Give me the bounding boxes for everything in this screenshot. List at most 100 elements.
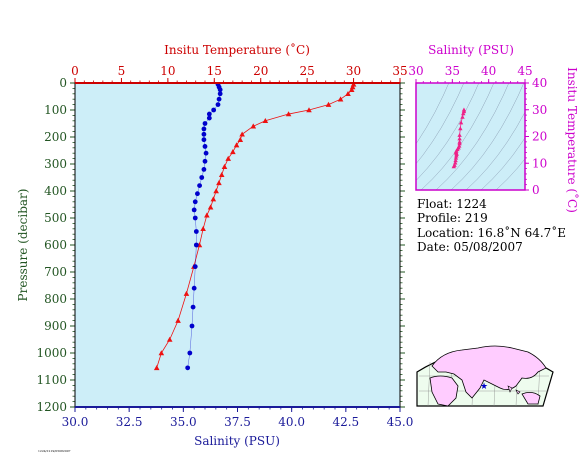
salinity-point <box>217 91 223 97</box>
pressure-tick-label: 1200 <box>36 400 67 414</box>
temperature-point <box>337 96 344 102</box>
ts-temperature-tick-label: 30 <box>532 103 547 117</box>
salinity-point <box>215 102 221 107</box>
ts-point <box>460 114 465 119</box>
salinity-point <box>201 131 207 137</box>
salinity-point <box>192 264 198 269</box>
ts-point <box>461 111 466 116</box>
float-info: Float: 1224 Profile: 219 Location: 16.8˚… <box>417 197 566 254</box>
salinity-point <box>216 96 222 102</box>
pressure-tick-label: 700 <box>44 265 67 279</box>
salinity-point <box>217 87 223 93</box>
main-plot: 0 5 10 15 20 25 30 35 30.0 32.5 35.0 37.5 40.0 42.5 4… <box>16 42 413 448</box>
ts-series-group <box>451 107 467 169</box>
density-contour <box>480 137 525 190</box>
temperature-point <box>345 91 351 97</box>
pressure-tick-label: 900 <box>44 319 67 333</box>
temperature-tick-label: 10 <box>160 64 175 78</box>
ts-point <box>453 160 458 165</box>
temperature-point <box>200 226 206 232</box>
map-islands-land <box>507 385 521 395</box>
salinity-point <box>193 242 199 248</box>
pressure-axis-title: Pressure (decibar) <box>16 189 30 302</box>
ts-temperature-tick-label: 20 <box>532 130 547 144</box>
salinity-point <box>201 126 207 132</box>
temperature-point <box>262 118 269 124</box>
profile-date: Date: 05/08/2007 <box>417 240 523 254</box>
ts-plot-area <box>416 83 525 190</box>
float-location: Location: 16.8˚N 64.7˚E <box>417 225 566 240</box>
density-contour <box>465 111 525 190</box>
pressure-tick-label: 600 <box>44 238 67 252</box>
temperature-profile-line <box>156 84 354 368</box>
salinity-point <box>192 199 198 205</box>
density-contour <box>420 83 495 190</box>
ts-point <box>457 132 462 137</box>
pressure-tick-label: 300 <box>44 157 67 171</box>
ts-point <box>454 153 459 158</box>
salinity-point <box>197 183 202 189</box>
footer-code: 1224/1219/05082007 <box>38 449 71 453</box>
salinity-point <box>192 215 198 221</box>
ts-point <box>458 120 464 125</box>
float-location-marker: ★ <box>480 382 488 392</box>
main-plot-area <box>75 83 400 407</box>
salinity-tick-label: 42.5 <box>332 415 359 429</box>
pressure-tick-label: 800 <box>44 292 67 306</box>
ts-temperature-tick-label: 10 <box>532 156 547 170</box>
temperature-point <box>306 107 312 113</box>
salinity-point <box>191 285 197 291</box>
temperature-point <box>285 111 292 117</box>
ts-point <box>457 141 462 146</box>
salinity-point <box>203 150 209 156</box>
ts-point <box>451 164 456 169</box>
pressure-tick-label: 200 <box>44 130 67 144</box>
density-contour <box>450 83 525 190</box>
temperature-tick-label: 30 <box>346 64 361 78</box>
temperature-tick-label: 5 <box>118 64 126 78</box>
map-eurasia-land <box>431 345 547 399</box>
ts-salinity-axis-title: Salinity (PSU) <box>428 43 514 57</box>
temperature-point <box>325 101 332 107</box>
pressure-axis: 0 100 200 300 400 500 600 700 800 900 1000 1100 1200 <box>36 76 405 414</box>
ts-temperature-tick-label: 0 <box>532 183 540 197</box>
world-map: ★ <box>416 345 554 407</box>
temperature-point <box>207 204 214 210</box>
density-contour <box>416 83 465 165</box>
temperature-tick-label: 25 <box>300 64 315 78</box>
temperature-point <box>239 131 245 137</box>
ts-salinity-axis: 30 35 40 45 <box>408 64 533 83</box>
salinity-point <box>206 111 212 117</box>
pressure-tick-label: 1100 <box>36 373 67 387</box>
temperature-point <box>218 172 225 178</box>
temperature-tick-label: 20 <box>253 64 268 78</box>
ts-salinity-tick-label: 30 <box>408 64 423 78</box>
pressure-tick-label: 1000 <box>36 346 67 360</box>
float-id: Float: 1224 <box>417 197 487 211</box>
ts-point <box>458 126 463 131</box>
temperature-point <box>237 136 244 142</box>
salinity-tick-label: 35.0 <box>170 415 197 429</box>
salinity-point <box>211 107 217 113</box>
temperature-tick-label: 0 <box>71 64 79 78</box>
salinity-point <box>202 144 208 149</box>
salinity-point <box>202 121 208 126</box>
temperature-point <box>153 365 160 371</box>
salinity-axis-title: Salinity (PSU) <box>194 434 280 448</box>
density-contours <box>416 83 525 190</box>
ts-plot-frame <box>415 82 526 191</box>
ts-salinity-tick-label: 45 <box>517 64 532 78</box>
density-contour <box>495 158 525 190</box>
temperature-point <box>175 317 181 323</box>
ts-point <box>457 136 462 141</box>
temperature-axis: 0 5 10 15 20 25 30 35 <box>71 64 408 83</box>
salinity-tick-label: 40.0 <box>278 415 305 429</box>
temperature-point <box>213 188 219 194</box>
salinity-point <box>199 175 205 180</box>
temperature-point <box>166 336 173 342</box>
ts-point <box>453 155 459 160</box>
salinity-point <box>189 323 195 329</box>
temperature-point <box>233 142 240 148</box>
